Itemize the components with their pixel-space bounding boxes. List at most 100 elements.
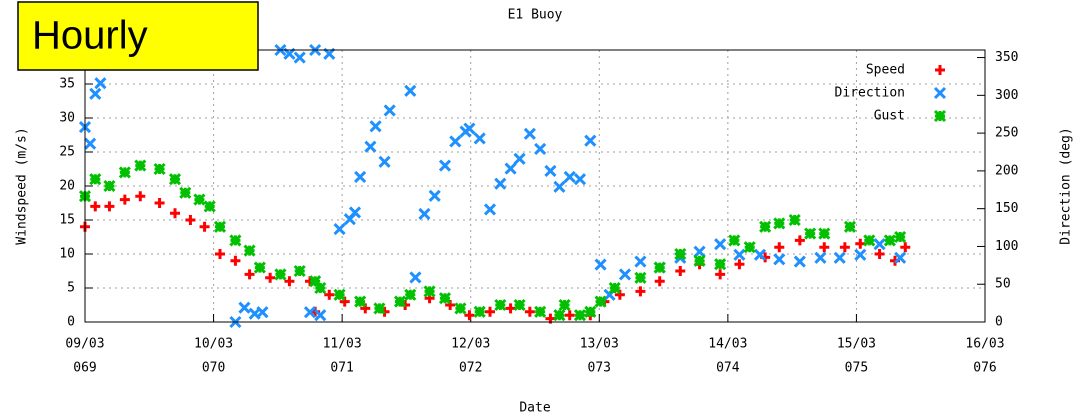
point	[119, 194, 130, 205]
point	[714, 258, 727, 271]
point	[404, 84, 417, 97]
point	[364, 140, 377, 153]
y-tick-label: 0	[67, 315, 75, 330]
x-tick-sublabel: 069	[73, 361, 96, 376]
point	[505, 303, 516, 314]
y2-tick-label: 350	[995, 50, 1018, 65]
point	[185, 215, 196, 225]
point	[293, 51, 306, 64]
y2-tick-label: 0	[995, 315, 1003, 330]
point	[833, 251, 846, 264]
point	[793, 255, 806, 268]
point	[348, 206, 362, 219]
plot-frame	[84, 49, 986, 323]
point	[608, 281, 621, 295]
point	[714, 238, 727, 251]
point	[438, 292, 452, 305]
point	[634, 271, 647, 284]
x-axis-label: Date	[519, 401, 550, 416]
y2-tick-label: 50	[995, 277, 1011, 292]
point	[558, 298, 571, 312]
point	[265, 272, 276, 283]
x-tick-label: 13/03	[580, 337, 619, 352]
point	[883, 234, 896, 247]
point	[153, 162, 166, 176]
annotation: Hourly	[32, 14, 148, 58]
x-tick-sublabel: 074	[716, 361, 740, 376]
point	[524, 306, 535, 317]
y-tick-label: 30	[59, 111, 75, 126]
point	[635, 286, 646, 297]
point	[244, 269, 255, 280]
point	[89, 173, 102, 186]
point	[483, 203, 497, 216]
point	[168, 173, 182, 186]
point	[863, 234, 876, 247]
point	[409, 271, 422, 284]
point	[243, 244, 256, 257]
point	[303, 306, 317, 319]
point	[473, 305, 486, 318]
point	[354, 170, 367, 183]
point	[154, 198, 165, 208]
point	[794, 235, 805, 246]
point	[90, 201, 101, 212]
point	[293, 264, 306, 278]
point	[449, 135, 462, 148]
point	[804, 227, 817, 240]
point	[404, 288, 417, 301]
point	[553, 180, 566, 193]
x-tick-label: 09/03	[65, 337, 104, 352]
point	[788, 213, 801, 227]
point	[534, 142, 547, 156]
point	[553, 309, 566, 322]
point	[504, 162, 517, 175]
point	[894, 251, 907, 264]
point	[523, 127, 536, 140]
point	[103, 179, 116, 193]
point	[900, 242, 911, 253]
x-tick-sublabel: 072	[459, 361, 482, 376]
point	[199, 221, 210, 232]
point	[573, 309, 587, 322]
point	[513, 152, 526, 165]
point	[494, 298, 507, 312]
point	[193, 193, 206, 206]
point	[818, 227, 831, 240]
y-tick-label: 20	[59, 179, 75, 194]
point	[354, 295, 367, 308]
point	[333, 223, 346, 236]
point	[544, 164, 557, 177]
point	[494, 177, 507, 190]
legend-label: Gust	[874, 109, 905, 124]
point	[238, 301, 251, 314]
point	[839, 242, 850, 253]
x-tick-label: 14/03	[708, 337, 747, 352]
y2-axis-label: Direction (deg)	[1059, 127, 1074, 244]
point	[324, 289, 335, 300]
point	[428, 189, 441, 202]
point	[393, 295, 407, 308]
point	[773, 253, 786, 266]
point	[873, 238, 886, 251]
point	[256, 306, 269, 319]
point	[454, 302, 467, 315]
point	[874, 249, 885, 259]
point	[373, 302, 386, 315]
x-tick-sublabel: 076	[973, 361, 996, 376]
point	[573, 173, 587, 186]
point	[843, 220, 857, 233]
x-tick-label: 10/03	[194, 337, 233, 352]
point	[513, 298, 526, 312]
legend-marker	[935, 65, 945, 75]
point	[215, 249, 225, 259]
point	[584, 305, 597, 318]
legend-label: Speed	[866, 63, 905, 78]
point	[179, 186, 192, 199]
point	[693, 254, 706, 267]
point	[84, 137, 97, 150]
point	[774, 242, 785, 253]
point	[473, 132, 486, 145]
point	[284, 276, 295, 287]
point	[213, 220, 227, 233]
